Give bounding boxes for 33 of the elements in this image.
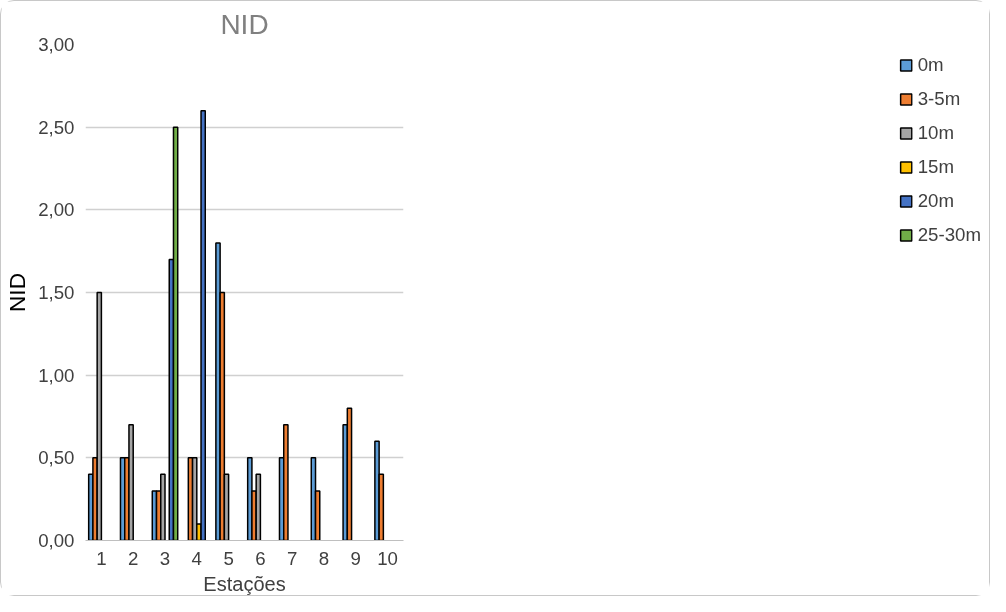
y-tick-label: 1,50 — [38, 282, 75, 303]
x-tick-label: 7 — [287, 547, 298, 569]
y-tick-label: 3,00 — [38, 34, 75, 55]
y-axis-title: NID — [4, 272, 31, 313]
chart-title: NID — [220, 8, 269, 40]
legend-label: 15m — [917, 156, 955, 178]
legend-label: 3-5m — [917, 88, 961, 110]
bar — [191, 457, 198, 541]
bar — [160, 473, 166, 541]
bar — [255, 473, 262, 541]
x-tick-label: 3 — [159, 547, 171, 569]
legend-label: 25-30m — [917, 224, 981, 246]
x-tick-label: 4 — [191, 547, 202, 569]
x-tick-label: 10 — [377, 547, 398, 569]
bar — [96, 291, 103, 541]
y-tick-label: 0,50 — [38, 447, 75, 469]
x-tick-label: 9 — [350, 547, 361, 569]
x-tick-label: 2 — [128, 547, 139, 569]
x-axis-title: Estações — [203, 572, 286, 595]
bar — [200, 109, 207, 541]
x-tick-label: 1 — [96, 547, 107, 569]
x-tick-label: 5 — [223, 547, 234, 569]
legend-label: 20m — [917, 190, 955, 212]
y-tick-label: 2,00 — [38, 199, 75, 221]
bar — [128, 424, 134, 541]
bar — [282, 424, 289, 541]
x-tick-label: 6 — [255, 547, 266, 569]
x-tick-label: 8 — [318, 547, 330, 569]
legend-label: 0m — [917, 54, 944, 76]
y-tick-label: 1,00 — [38, 364, 75, 386]
y-tick-label: 0,00 — [38, 530, 75, 551]
legend-label: 10m — [917, 122, 955, 144]
y-tick-label: 2,50 — [38, 116, 75, 138]
